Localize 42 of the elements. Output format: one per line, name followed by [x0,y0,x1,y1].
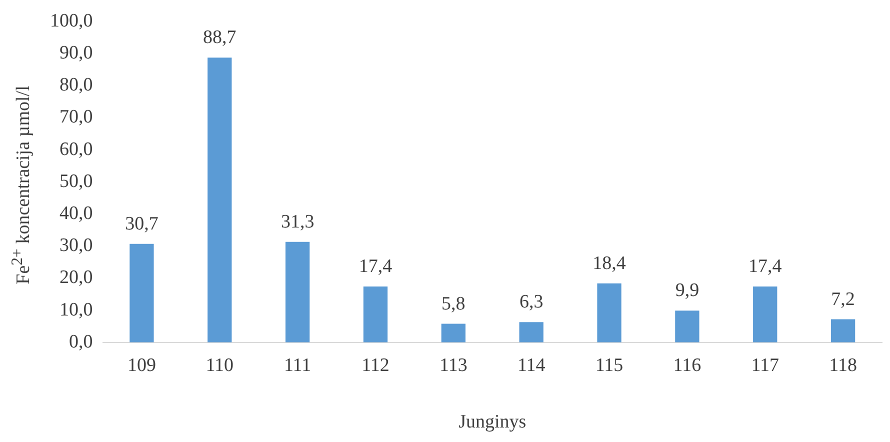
bar [519,322,544,342]
x-tick-label: 112 [362,354,390,376]
data-label: 18,4 [592,252,626,274]
y-tick-label: 40,0 [60,202,93,224]
data-label: 6,3 [519,292,544,313]
data-label: 30,7 [125,213,158,234]
y-tick-label: 50,0 [60,170,93,192]
x-tick-label: 114 [517,354,546,376]
x-tick-label: 109 [127,354,156,376]
data-label: 5,8 [442,293,466,314]
y-tick-label: 0,0 [69,331,93,352]
y-tick-label: 10,0 [60,299,93,320]
data-label: 88,7 [203,27,236,48]
y-tick-label: 80,0 [60,74,93,96]
bar [830,319,856,342]
x-tick-label: 113 [440,354,468,376]
bar [597,283,622,342]
x-tick-label: 118 [829,354,857,376]
bar [363,286,388,342]
y-tick-label: 30,0 [60,235,93,256]
data-label: 17,4 [358,256,393,278]
y-tick-label: 90,0 [60,42,93,64]
y-tick-label: 70,0 [60,106,93,128]
x-tick-label: 116 [673,354,702,376]
x-axis-title: Junginys [458,412,526,433]
y-tick-label: 100,0 [50,10,93,32]
x-tick-label: 111 [284,354,312,376]
x-tick-label: 110 [206,354,234,376]
bar [753,286,778,342]
bar [675,310,700,342]
bar [130,244,154,342]
data-label: 9,9 [675,280,700,302]
data-label: 31,3 [280,211,314,232]
data-label: 7,2 [831,288,855,310]
x-tick-label: 117 [751,354,780,376]
x-tick-label: 115 [595,354,624,376]
bar [208,58,232,342]
y-tick-label: 20,0 [60,267,93,288]
data-label: 17,4 [748,256,782,278]
bar [441,324,466,342]
y-tick-label: 60,0 [60,138,93,160]
bar [285,242,310,342]
